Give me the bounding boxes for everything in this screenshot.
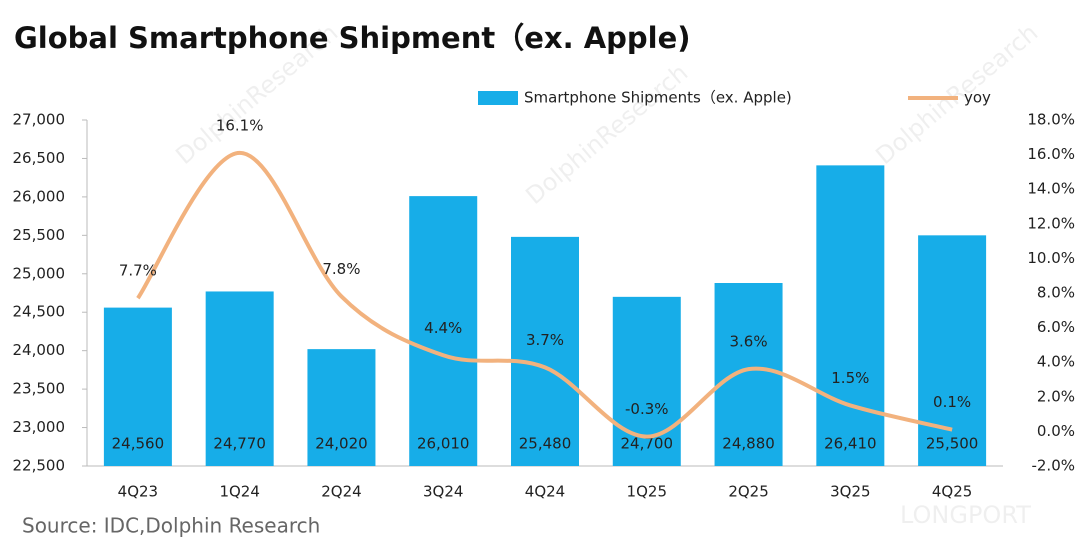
bar-value-label: 24,700 xyxy=(621,435,674,453)
x-tick-label: 4Q24 xyxy=(525,483,565,501)
bar xyxy=(409,196,478,466)
bar-value-label: 24,560 xyxy=(112,435,165,453)
x-tick-label: 3Q25 xyxy=(830,483,870,501)
y2-tick-label: 8.0% xyxy=(1037,284,1075,302)
y2-tick-label: 12.0% xyxy=(1027,214,1075,232)
y-tick-label: 24,000 xyxy=(13,341,66,359)
bar xyxy=(205,291,274,466)
y-tick-label: 26,000 xyxy=(13,187,66,205)
bar-value-label: 24,770 xyxy=(213,435,266,453)
y-tick-label: 25,000 xyxy=(13,264,66,282)
y-tick-label: 26,500 xyxy=(13,149,66,167)
y2-tick-label: -2.0% xyxy=(1031,457,1075,475)
watermark: DolphinResearch xyxy=(520,59,693,210)
legend-label: yoy xyxy=(964,89,991,107)
line-value-label: 7.8% xyxy=(322,260,360,278)
y-tick-label: 25,500 xyxy=(13,226,66,244)
line-value-label: 0.1% xyxy=(933,393,971,411)
watermark: LONGPORT xyxy=(900,501,1031,529)
y2-tick-label: 16.0% xyxy=(1027,145,1075,163)
x-tick-label: 4Q25 xyxy=(932,483,972,501)
y2-tick-label: 18.0% xyxy=(1027,111,1075,129)
bar xyxy=(511,236,579,466)
y-tick-label: 27,000 xyxy=(13,111,66,129)
bar-value-label: 24,020 xyxy=(315,435,368,453)
bar-value-label: 26,410 xyxy=(824,435,877,453)
line-value-label: -0.3% xyxy=(625,400,669,418)
y2-tick-label: 10.0% xyxy=(1027,249,1075,267)
source: Source: IDC,Dolphin Research xyxy=(22,514,320,538)
y-tick-label: 23,500 xyxy=(13,380,66,398)
x-tick-label: 2Q24 xyxy=(321,483,361,501)
x-tick-label: 2Q25 xyxy=(728,483,768,501)
y-tick-label: 22,500 xyxy=(13,457,66,475)
y2-tick-label: 4.0% xyxy=(1037,353,1075,371)
line-value-label: 1.5% xyxy=(831,369,869,387)
line-value-label: 3.6% xyxy=(730,333,768,351)
x-tick-label: 3Q24 xyxy=(423,483,463,501)
y-tick-label: 24,500 xyxy=(13,303,66,321)
bar xyxy=(307,349,376,466)
bar xyxy=(918,235,987,466)
y2-tick-label: 14.0% xyxy=(1027,180,1075,198)
x-tick-label: 1Q25 xyxy=(627,483,667,501)
line-value-label: 4.4% xyxy=(424,319,462,337)
bar xyxy=(816,165,885,466)
y2-tick-label: 6.0% xyxy=(1037,318,1075,336)
line-value-label: 7.7% xyxy=(119,262,157,280)
bar-value-label: 25,500 xyxy=(926,435,979,453)
bar xyxy=(714,283,783,466)
legend-label: Smartphone Shipments（ex. Apple) xyxy=(524,89,792,107)
bar-value-label: 25,480 xyxy=(519,435,572,453)
x-tick-label: 1Q24 xyxy=(219,483,259,501)
x-tick-label: 4Q23 xyxy=(118,483,158,501)
watermark: DolphinResearch xyxy=(870,19,1043,170)
chart-title: Global Smartphone Shipment（ex. Apple) xyxy=(14,21,691,55)
line-value-label: 16.1% xyxy=(216,116,264,134)
bar xyxy=(103,307,172,466)
y2-tick-label: 2.0% xyxy=(1037,387,1075,405)
bar-value-label: 24,880 xyxy=(722,435,775,453)
y2-tick-label: 0.0% xyxy=(1037,422,1075,440)
y-tick-label: 23,000 xyxy=(13,418,66,436)
yoy-line xyxy=(136,150,953,439)
bar-value-label: 26,010 xyxy=(417,435,470,453)
legend-swatch xyxy=(478,91,518,105)
line-value-label: 3.7% xyxy=(526,331,564,349)
